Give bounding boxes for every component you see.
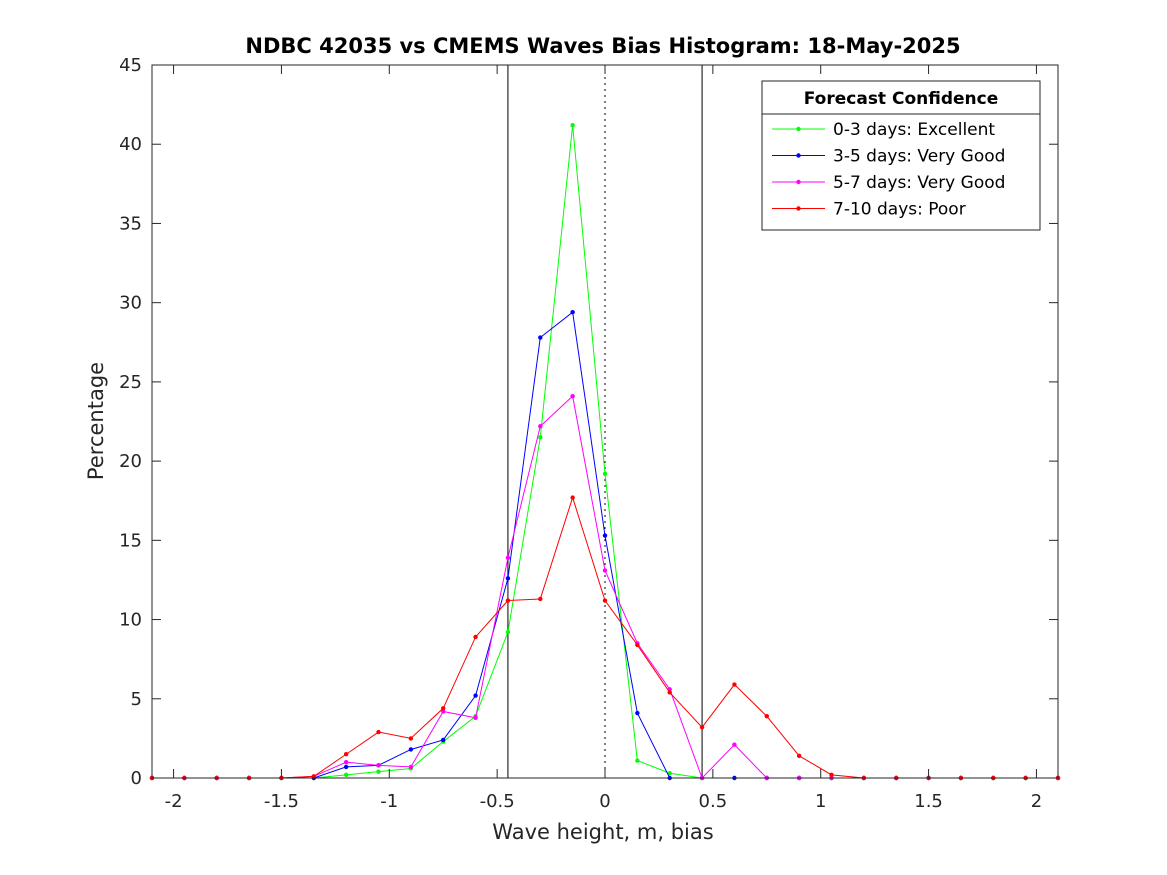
data-point (602, 471, 608, 476)
legend-marker (796, 153, 801, 158)
x-tick-label: 2 (1031, 791, 1042, 812)
data-point (376, 729, 381, 735)
y-tick-label: 30 (119, 293, 142, 314)
data-point (602, 598, 608, 603)
data-point (538, 424, 543, 429)
data-point (667, 771, 672, 776)
y-tick-label: 5 (131, 689, 142, 710)
legend-marker (796, 206, 801, 211)
y-tick-label: 0 (131, 768, 142, 789)
legend: Forecast Confidence 0-3 days: Excellent 3-… (761, 80, 1041, 231)
legend-label: 0-3 days: Excellent (833, 120, 995, 140)
x-tick-label: 1 (815, 791, 826, 812)
x-axis-label: Wave height, m, bias (492, 820, 713, 844)
y-tick-label: 15 (119, 530, 142, 551)
data-point (343, 759, 349, 765)
data-point (829, 772, 834, 778)
y-tick-label: 10 (119, 610, 142, 631)
legend-item: 7-10 days: Poor (772, 200, 966, 220)
legend-item: 0-3 days: Excellent (772, 120, 995, 140)
y-tick-label: 35 (119, 213, 142, 234)
data-point (376, 763, 381, 768)
legend-label: 3-5 days: Very Good (833, 147, 1005, 167)
x-tick-label: -0.5 (480, 791, 515, 812)
x-tick-label: 1.5 (914, 791, 943, 812)
data-point (602, 568, 608, 573)
data-point (343, 764, 349, 770)
data-point (408, 764, 414, 770)
data-point (635, 710, 640, 716)
x-tick-label: -2 (165, 791, 183, 812)
data-point (505, 576, 511, 581)
data-point (505, 630, 511, 635)
data-point (796, 753, 802, 759)
data-point (505, 598, 511, 603)
x-tick-label: -1 (380, 791, 398, 812)
x-tick-label: 0 (599, 791, 610, 812)
y-tick-label: 20 (119, 451, 142, 472)
x-tick-label: -1.5 (264, 791, 299, 812)
legend-title: Forecast Confidence (804, 89, 999, 109)
data-point (538, 335, 543, 340)
data-point (732, 742, 737, 747)
data-point (570, 393, 575, 399)
data-point (505, 555, 511, 560)
y-tick-label: 45 (119, 55, 142, 76)
data-point (473, 693, 478, 698)
data-point (376, 769, 381, 774)
y-axis-label: Percentage (84, 362, 108, 480)
data-point (570, 495, 575, 500)
data-point (570, 123, 575, 128)
data-point (538, 596, 543, 602)
chart-title: NDBC 42035 vs CMEMS Waves Bias Histogram… (245, 34, 960, 58)
reference-lines (507, 65, 703, 778)
x-tick-label: 0.5 (699, 791, 728, 812)
data-point (441, 737, 446, 743)
data-point (699, 725, 705, 730)
legend-label: 7-10 days: Poor (833, 200, 966, 220)
data-point (635, 758, 640, 763)
y-tick-label: 25 (119, 372, 142, 393)
data-point (538, 435, 543, 440)
data-point (441, 709, 446, 714)
data-point (667, 690, 672, 695)
data-point (570, 309, 575, 315)
legend-item: 3-5 days: Very Good (772, 147, 1005, 167)
data-point (473, 715, 478, 720)
data-point (635, 642, 640, 648)
y-tick-label: 40 (119, 134, 142, 155)
data-point (343, 752, 349, 757)
legend-marker (796, 126, 801, 132)
data-point (473, 634, 478, 640)
data-point (343, 772, 349, 778)
data-point (602, 533, 608, 538)
data-point (408, 736, 414, 741)
data-point (732, 682, 737, 687)
data-point (408, 747, 414, 752)
legend-item: 5-7 days: Very Good (772, 173, 1005, 193)
data-point (764, 714, 769, 719)
legend-label: 5-7 days: Very Good (833, 173, 1005, 193)
data-point (441, 706, 446, 711)
legend-marker (796, 179, 801, 185)
